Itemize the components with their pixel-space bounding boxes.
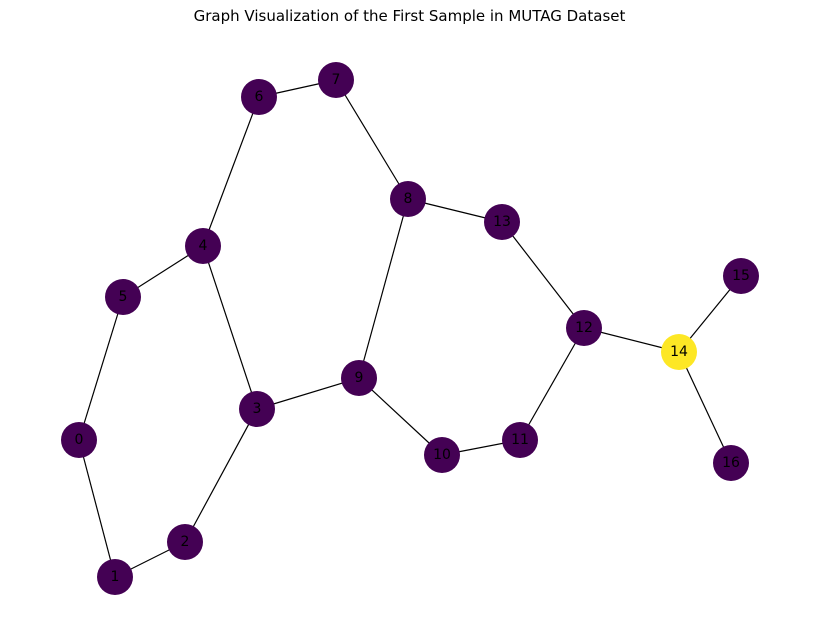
node-circle-9	[341, 360, 377, 396]
node-8: 8	[390, 181, 426, 217]
edge-2-3	[184, 408, 258, 543]
node-12: 12	[566, 310, 602, 346]
node-3: 3	[239, 391, 275, 427]
node-circle-12	[566, 310, 602, 346]
node-4: 4	[185, 228, 221, 264]
node-circle-13	[484, 204, 520, 240]
node-16: 16	[713, 445, 749, 481]
node-label-10: 10	[433, 447, 451, 463]
node-label-4: 4	[199, 238, 208, 254]
edge-14-16	[678, 351, 732, 464]
edge-0-5	[78, 296, 124, 441]
edges-layer	[78, 79, 742, 578]
node-circle-11	[502, 422, 538, 458]
node-label-9: 9	[355, 370, 364, 386]
node-circle-3	[239, 391, 275, 427]
edge-3-4	[202, 245, 258, 410]
node-circle-4	[185, 228, 221, 264]
node-label-16: 16	[722, 455, 740, 471]
node-14: 14	[661, 334, 697, 370]
node-label-0: 0	[75, 432, 84, 448]
node-circle-6	[241, 79, 277, 115]
node-circle-10	[424, 437, 460, 473]
node-label-1: 1	[111, 569, 120, 585]
edge-0-1	[78, 439, 116, 578]
node-label-7: 7	[332, 72, 341, 88]
node-label-5: 5	[119, 289, 128, 305]
node-circle-15	[723, 258, 759, 294]
node-label-6: 6	[255, 89, 264, 105]
edge-7-8	[335, 79, 409, 200]
node-circle-1	[97, 559, 133, 595]
node-5: 5	[105, 279, 141, 315]
node-circle-0	[61, 422, 97, 458]
node-circle-14	[661, 334, 697, 370]
edge-4-6	[202, 96, 260, 247]
node-10: 10	[424, 437, 460, 473]
node-circle-16	[713, 445, 749, 481]
chart-title: Graph Visualization of the First Sample …	[193, 7, 626, 25]
edge-11-12	[519, 327, 585, 441]
edge-12-13	[501, 221, 585, 329]
node-13: 13	[484, 204, 520, 240]
node-label-14: 14	[670, 344, 688, 360]
node-15: 15	[723, 258, 759, 294]
node-1: 1	[97, 559, 133, 595]
edge-8-9	[358, 198, 409, 379]
node-2: 2	[167, 524, 203, 560]
edge-9-10	[358, 377, 443, 456]
node-circle-8	[390, 181, 426, 217]
node-7: 7	[318, 62, 354, 98]
node-label-15: 15	[732, 268, 750, 284]
node-label-3: 3	[253, 401, 262, 417]
node-11: 11	[502, 422, 538, 458]
node-label-12: 12	[575, 320, 593, 336]
node-label-2: 2	[181, 534, 190, 550]
node-circle-5	[105, 279, 141, 315]
node-0: 0	[61, 422, 97, 458]
node-label-8: 8	[404, 191, 413, 207]
node-circle-7	[318, 62, 354, 98]
node-label-13: 13	[493, 214, 511, 230]
node-label-11: 11	[511, 432, 529, 448]
node-circle-2	[167, 524, 203, 560]
node-9: 9	[341, 360, 377, 396]
node-6: 6	[241, 79, 277, 115]
